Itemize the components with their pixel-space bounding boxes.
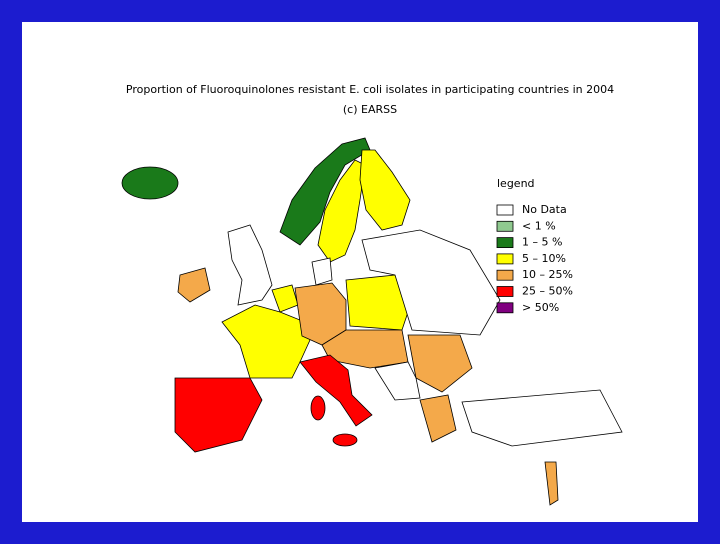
legend-swatch [496, 269, 514, 281]
legend: No Data < 1 % 1 – 5 % 5 – 10% 10 – 25% 25 – 5… [496, 203, 573, 314]
legend-label: 5 – 10% [522, 252, 566, 265]
balkans [374, 361, 421, 401]
slide-background [22, 22, 698, 522]
legend-label: 25 – 50% [522, 285, 573, 298]
sicily [332, 433, 358, 447]
legend-swatch [496, 220, 514, 232]
legend-label: < 1 % [522, 219, 556, 232]
legend-swatch [496, 253, 514, 265]
legend-swatch [496, 237, 514, 249]
map-title: Proportion of Fluoroquinolones resistant… [126, 83, 614, 96]
europe-map [121, 137, 623, 506]
legend-swatch [496, 286, 514, 297]
iberia [174, 377, 263, 453]
legend-label: 10 – 25% [522, 268, 573, 281]
finland [359, 149, 411, 231]
legend-label: No Data [522, 203, 567, 216]
united-kingdom [227, 224, 273, 306]
ireland [177, 267, 211, 303]
legend-swatch [496, 302, 514, 314]
italy [299, 354, 373, 427]
legend-swatch [496, 204, 514, 216]
israel [544, 461, 559, 506]
legend-label: > 50% [522, 301, 559, 314]
greece [419, 394, 457, 443]
map-subtitle: (c) EARSS [343, 103, 397, 116]
romania-bulgaria [407, 334, 473, 393]
turkey [461, 389, 623, 447]
eastern-europe [361, 229, 501, 336]
iceland [121, 166, 179, 200]
legend-label: 1 – 5 % [522, 236, 562, 249]
france [221, 304, 311, 379]
sardinia [310, 395, 326, 421]
legend-title: legend [497, 177, 535, 190]
denmark [311, 257, 333, 286]
